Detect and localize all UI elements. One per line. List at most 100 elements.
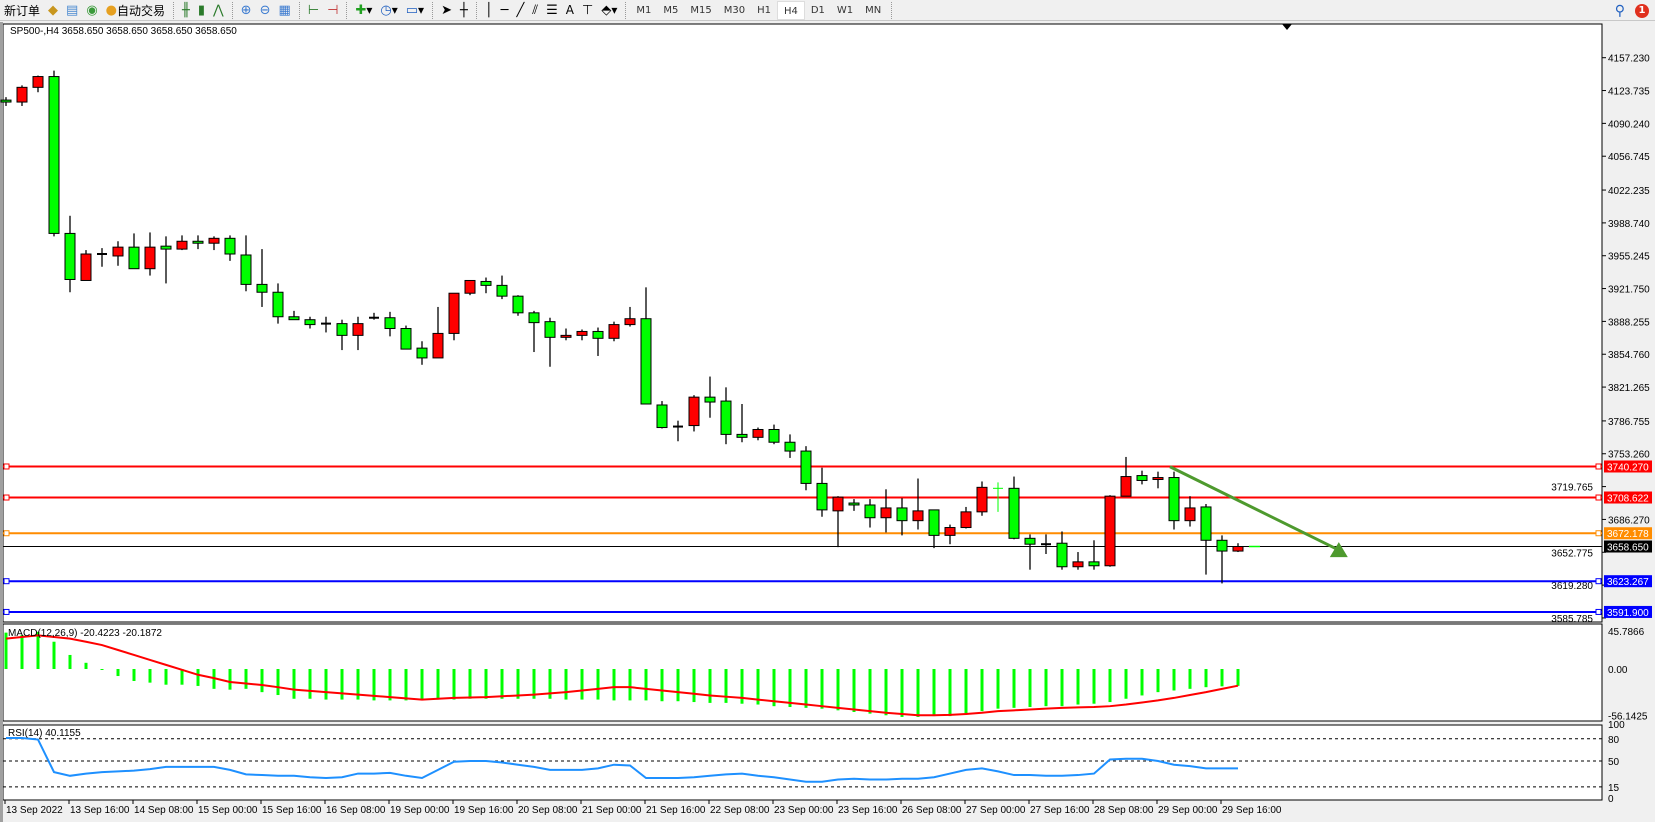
level-price-label: 3623.267 bbox=[1607, 577, 1649, 588]
auto-trade-button[interactable]: ● 自动交易 bbox=[102, 1, 169, 20]
candle-body bbox=[528, 312, 540, 324]
timeframe-m5[interactable]: M5 bbox=[663, 4, 679, 16]
candle-body bbox=[752, 428, 764, 438]
macd-signal-line bbox=[5, 634, 1239, 717]
candle-body bbox=[608, 324, 620, 339]
time-label: 23 Sep 00:00 bbox=[774, 805, 834, 816]
cursor-icon[interactable]: ➤ bbox=[441, 2, 452, 18]
level-price-label: 3740.270 bbox=[1607, 462, 1649, 473]
data-window-icon[interactable]: ▤ bbox=[66, 2, 79, 18]
macd-histogram-bar bbox=[772, 669, 776, 707]
candle-body bbox=[208, 237, 220, 244]
arrow-up-icon bbox=[1329, 542, 1348, 558]
candle-body bbox=[1056, 542, 1068, 568]
tile-windows-icon[interactable]: ▦ bbox=[278, 2, 291, 18]
macd-histogram-bar bbox=[564, 669, 568, 700]
new-order-button[interactable]: 新订单 bbox=[0, 1, 44, 20]
macd-histogram-bar bbox=[724, 669, 728, 703]
candle-body bbox=[256, 283, 268, 293]
add-indicator-icon[interactable]: ✚ ▾ bbox=[355, 2, 373, 18]
candle-body bbox=[624, 318, 636, 326]
chart-window[interactable]: SP500-,H4 3658.650 3658.650 3658.650 365… bbox=[0, 22, 1655, 822]
macd-histogram-bar bbox=[372, 669, 376, 701]
timeframe-h4[interactable]: H4 bbox=[776, 0, 805, 20]
rsi-tick-label: 15 bbox=[1608, 783, 1620, 794]
notification-badge[interactable]: 1 bbox=[1635, 3, 1649, 18]
level-handle bbox=[3, 608, 10, 615]
candle-body bbox=[656, 404, 668, 429]
macd-histogram-bar bbox=[788, 669, 792, 708]
price-tick-label: 4123.735 bbox=[1608, 87, 1650, 98]
line-chart-icon[interactable]: ⋀ bbox=[213, 2, 224, 18]
timeframe-mn[interactable]: MN bbox=[865, 4, 882, 16]
text-tool-label: A bbox=[565, 3, 574, 17]
vertical-line-icon[interactable]: │ bbox=[484, 2, 493, 18]
zoom-out-icon[interactable]: ⊖ bbox=[259, 2, 271, 18]
macd-histogram-bar bbox=[708, 669, 712, 703]
periods-icon[interactable]: ◷ ▾ bbox=[380, 2, 398, 18]
candle-body bbox=[496, 284, 508, 297]
candle-body bbox=[944, 527, 956, 536]
price-tick-label: 4056.745 bbox=[1608, 152, 1650, 163]
signal-icon[interactable]: ◉ bbox=[86, 2, 98, 18]
time-label: 19 Sep 00:00 bbox=[390, 805, 450, 816]
candle-body bbox=[0, 99, 12, 103]
autoscroll-icon[interactable]: ⊣ bbox=[327, 2, 339, 18]
bar-chart-icon[interactable]: ╫ bbox=[182, 2, 190, 18]
level-price-tag bbox=[1604, 460, 1652, 473]
macd-histogram-bar bbox=[1188, 669, 1192, 689]
candle-body bbox=[800, 450, 812, 484]
level-handle bbox=[3, 578, 10, 585]
level-price-tag bbox=[1604, 605, 1652, 618]
timeframe-m1[interactable]: M1 bbox=[636, 4, 652, 16]
macd-histogram-bar bbox=[420, 669, 424, 701]
macd-histogram-bar bbox=[1124, 669, 1128, 699]
candle-body bbox=[1152, 477, 1164, 480]
templates-icon[interactable]: ▭ ▾ bbox=[405, 2, 425, 18]
candlestick-icon[interactable]: ▮ bbox=[197, 2, 205, 18]
macd-histogram-bar bbox=[932, 669, 936, 717]
candle-body bbox=[720, 400, 732, 435]
timeframe-m15[interactable]: M15 bbox=[690, 4, 712, 16]
candle-body bbox=[1072, 561, 1084, 568]
candle-body bbox=[32, 76, 44, 88]
text-label-icon[interactable]: ⊤ bbox=[581, 2, 594, 18]
candle-body bbox=[1104, 495, 1116, 567]
candle-body bbox=[336, 323, 348, 336]
candle-body bbox=[352, 323, 364, 336]
arrows-icon[interactable]: ⬘ ▾ bbox=[601, 2, 618, 18]
toolbar: 新订单 ◆ ▤ ◉ ● 自动交易 ╫ ▮ ⋀ ⊕ ⊖ ▦ ⊢ ⊣ ✚ ▾ ◷ ▾ ▭ ▾… bbox=[0, 0, 1655, 21]
timeframe-w1[interactable]: W1 bbox=[836, 4, 854, 16]
candle-body bbox=[16, 86, 28, 103]
crosshair-icon[interactable]: ┼ bbox=[459, 2, 468, 18]
time-label: 20 Sep 08:00 bbox=[518, 805, 578, 816]
timeframe-h1[interactable]: H1 bbox=[757, 4, 771, 16]
search-icon[interactable]: ⚲ bbox=[1614, 2, 1625, 19]
chart-shift-icon[interactable]: ⊢ bbox=[307, 2, 320, 18]
macd-histogram-bar bbox=[228, 669, 232, 690]
candle-body bbox=[48, 76, 60, 234]
horizontal-line-icon[interactable]: ─ bbox=[500, 2, 509, 18]
candle-body bbox=[880, 507, 892, 519]
timeframe-d1[interactable]: D1 bbox=[810, 4, 825, 16]
trendline-icon[interactable]: ╱ bbox=[516, 2, 525, 18]
bag-icon[interactable]: ◆ bbox=[48, 2, 59, 18]
macd-histogram-bar bbox=[324, 669, 328, 700]
text-icon[interactable]: A bbox=[562, 1, 578, 20]
toolbar-separator bbox=[346, 1, 348, 19]
macd-label: MACD(12,26,9) -20.4223 -20.1872 bbox=[8, 628, 162, 639]
rsi-tick-label: 0 bbox=[1608, 794, 1614, 805]
level-handle bbox=[1595, 463, 1602, 470]
macd-histogram-bar bbox=[52, 641, 56, 669]
candle-body bbox=[1008, 487, 1020, 539]
zoom-in-icon[interactable]: ⊕ bbox=[240, 2, 252, 18]
macd-histogram-bar bbox=[644, 669, 648, 701]
macd-histogram-bar bbox=[676, 669, 680, 702]
fibonacci-icon[interactable]: ⫽ bbox=[532, 2, 539, 18]
candle-body bbox=[640, 318, 652, 405]
price-tick-label: 3955.245 bbox=[1608, 252, 1650, 263]
macd-histogram-bar bbox=[340, 669, 344, 700]
timeframe-m30[interactable]: M30 bbox=[723, 4, 746, 16]
macd-histogram-bar bbox=[596, 669, 600, 700]
fibo-fan-icon[interactable]: ☰ bbox=[546, 2, 558, 18]
